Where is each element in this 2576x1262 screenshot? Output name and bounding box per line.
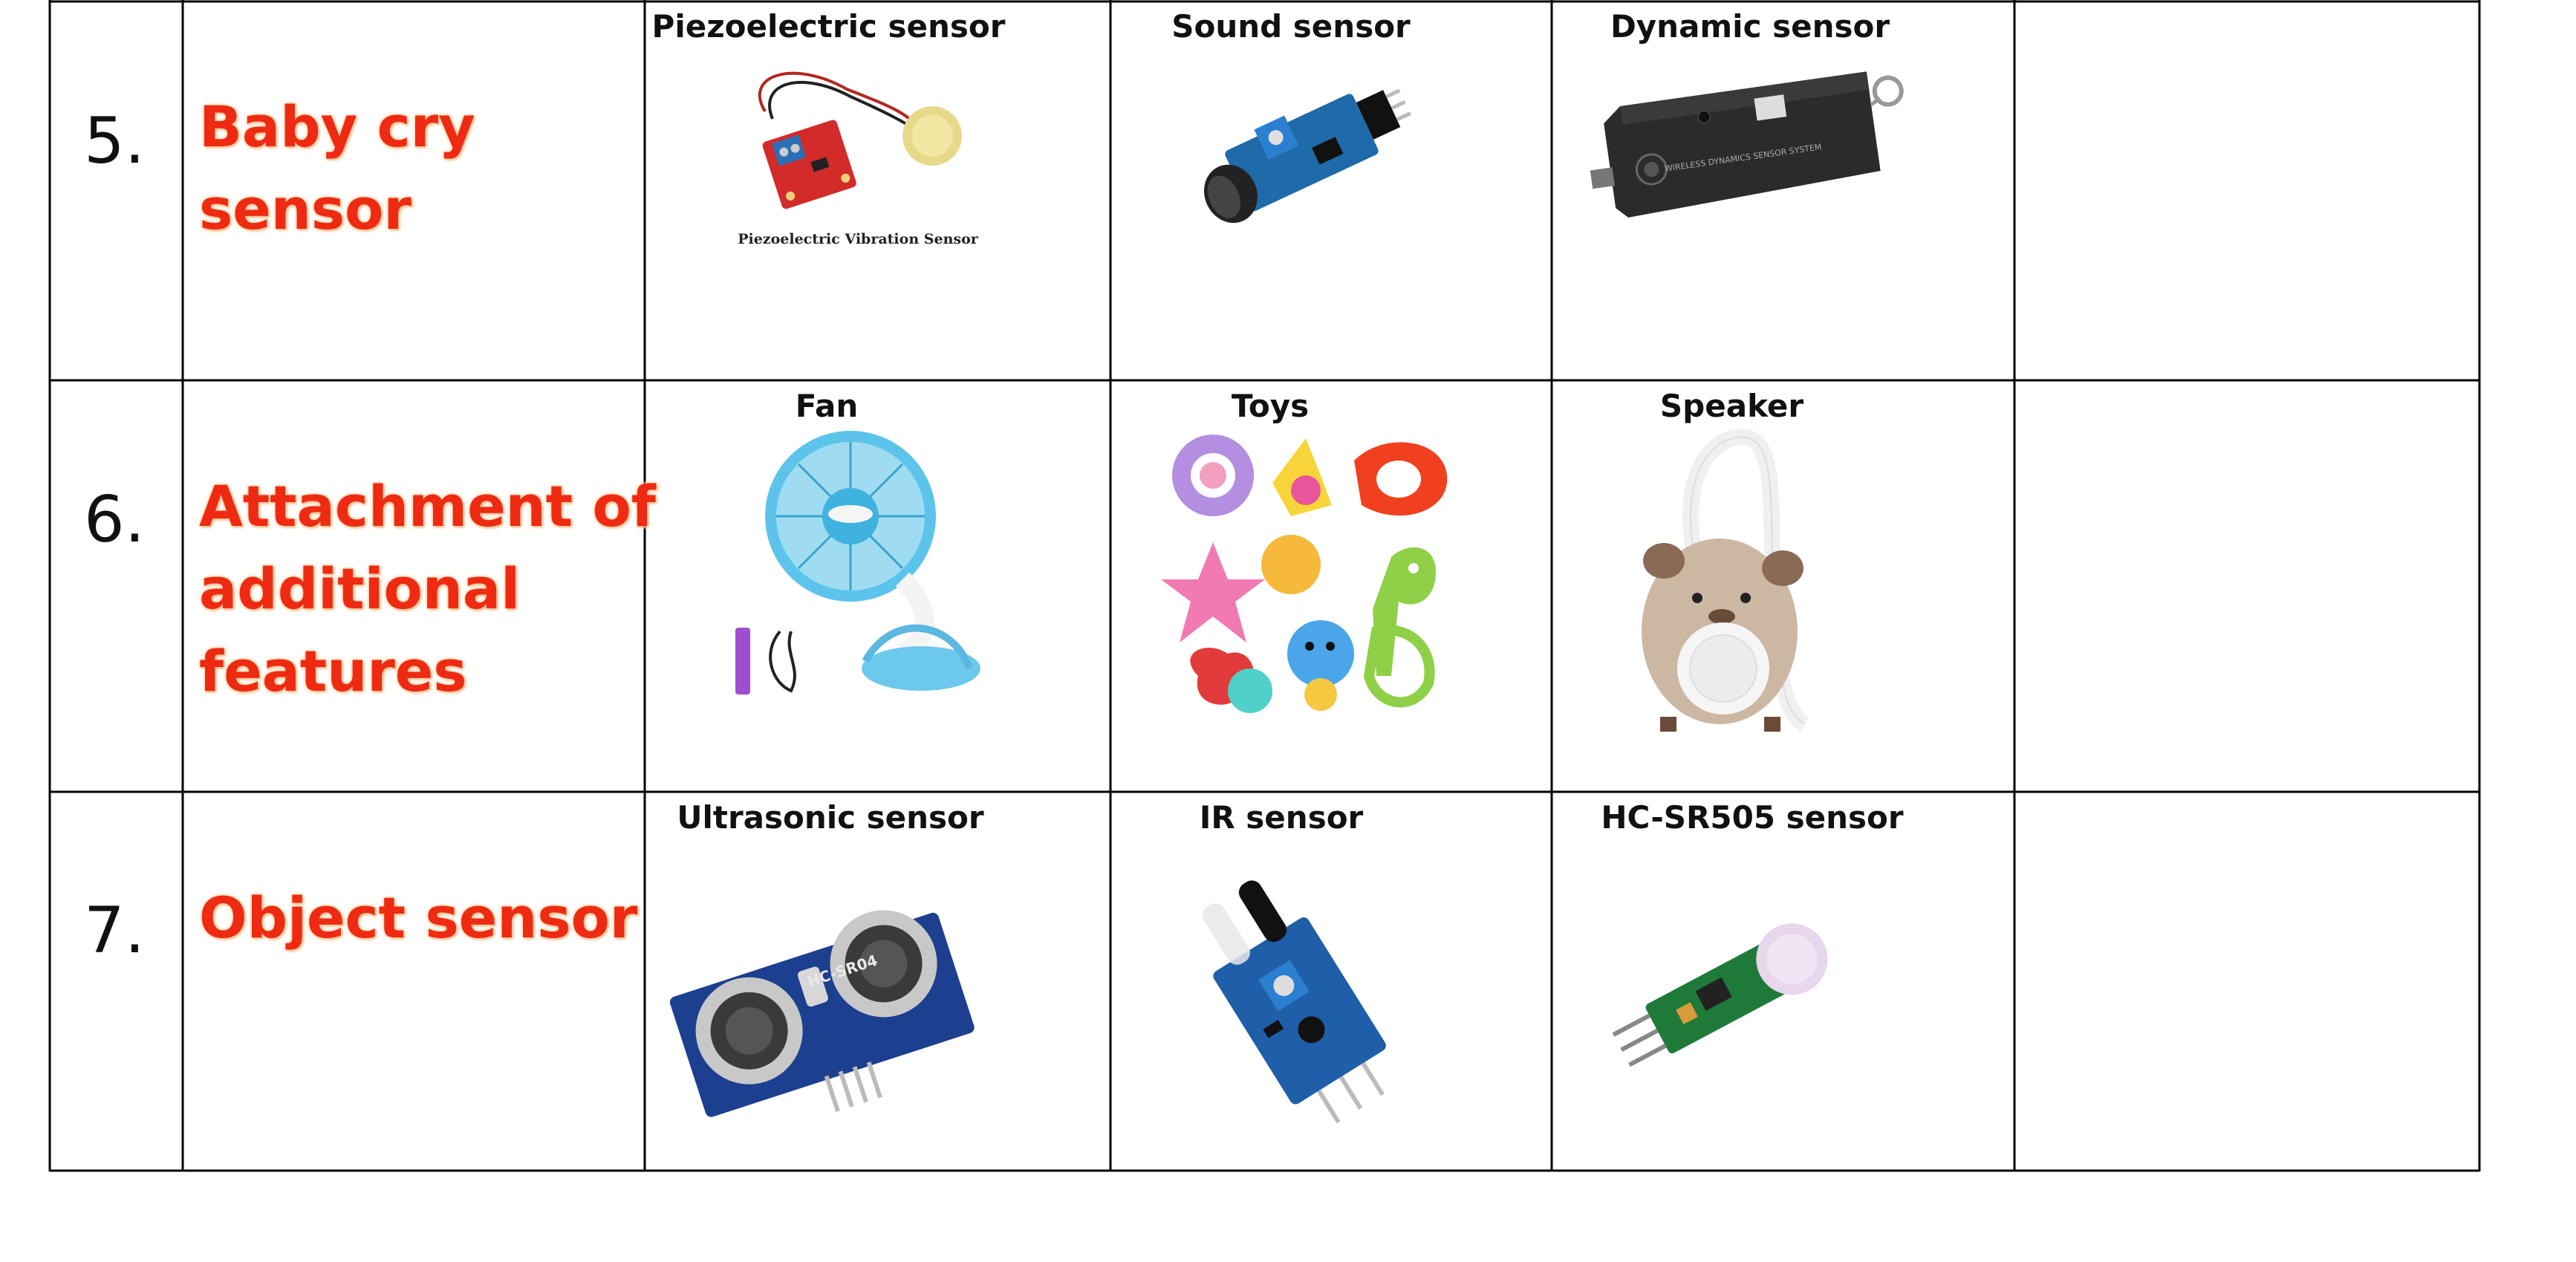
item-caption: HC-SR505 sensor xyxy=(1601,799,1904,836)
row-number: 5. xyxy=(84,104,146,178)
item-caption: Sound sensor xyxy=(1171,8,1411,45)
feature-label-line: Object sensor xyxy=(199,885,638,951)
image-label: Piezoelectric Vibration Sensor xyxy=(738,231,978,247)
row-number: 6. xyxy=(84,483,146,557)
feature-label-line: Attachment of xyxy=(199,473,656,539)
feature-label-line: additional xyxy=(199,556,521,622)
item-caption: Ultrasonic sensor xyxy=(677,799,984,836)
item-caption: Fan xyxy=(795,388,859,424)
ultrasonic-sensor-icon xyxy=(665,862,984,1129)
ir-sensor-icon xyxy=(1159,854,1411,1124)
row-number: 7. xyxy=(84,894,146,968)
toys-icon xyxy=(1161,431,1458,721)
sound-sensor-icon xyxy=(1188,68,1411,235)
item-caption: Dynamic sensor xyxy=(1610,8,1890,45)
dynamic-sensor-icon xyxy=(1582,59,1909,230)
item-caption: IR sensor xyxy=(1199,799,1364,836)
item-caption: Speaker xyxy=(1659,388,1804,424)
piezo-sensor-icon xyxy=(735,59,980,260)
feature-label-line: features xyxy=(199,638,467,704)
empty-cell xyxy=(2014,1,2479,380)
feature-label-line: Baby cry xyxy=(199,94,475,160)
item-caption: Toys xyxy=(1231,388,1310,424)
item-caption: Piezoelectric sensor xyxy=(651,8,1006,45)
empty-cell xyxy=(2014,380,2479,792)
pir-sensor-icon xyxy=(1604,914,1850,1077)
speaker-icon xyxy=(1627,429,1835,735)
fan-icon xyxy=(732,431,984,698)
feature-label-line: sensor xyxy=(199,176,412,242)
empty-cell xyxy=(2014,792,2479,1171)
